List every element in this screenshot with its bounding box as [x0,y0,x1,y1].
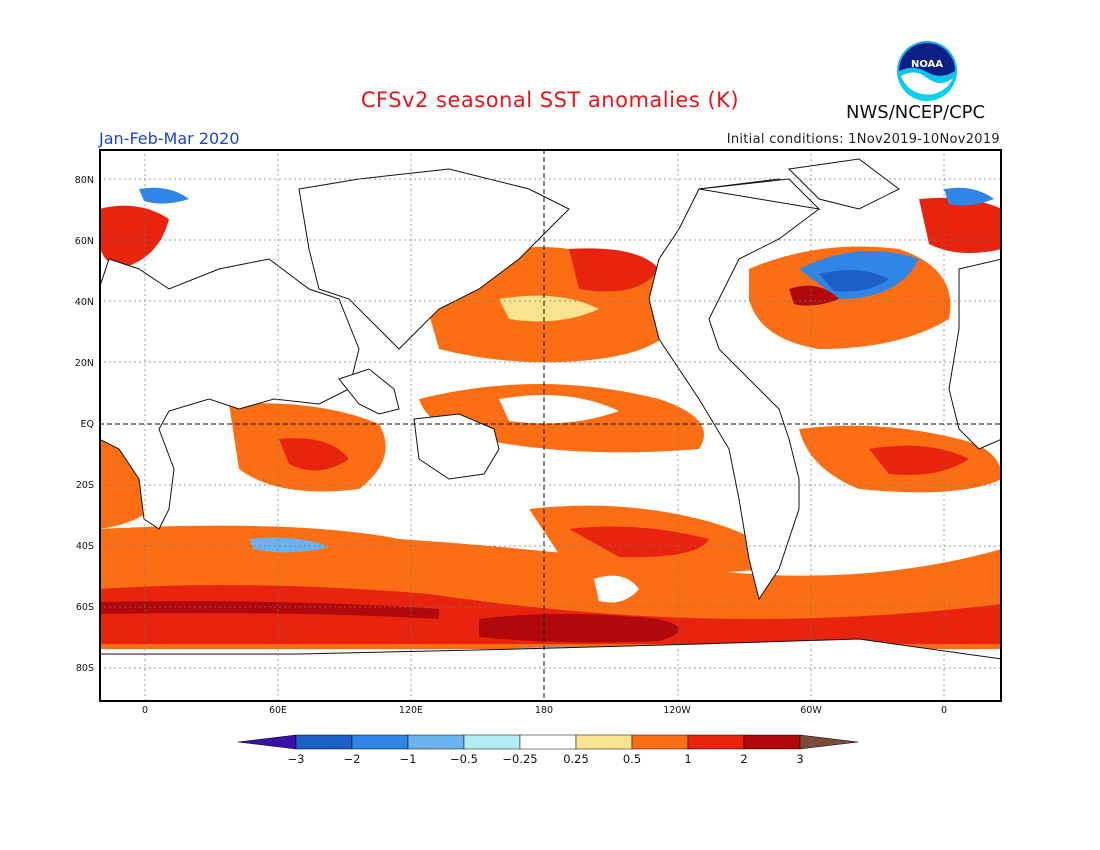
sst-anomaly-map [99,149,1002,702]
colorbar-swatch [351,734,409,750]
lat-label: 60N [74,236,94,247]
colorbar-swatch [631,734,689,750]
lat-label: 40S [75,541,94,552]
colorbar-tick-label: −3 [287,752,305,766]
lat-label: 20S [75,480,94,491]
colorbar-tick-label: −0.5 [450,752,478,766]
initial-conditions: Initial conditions: 1Nov2019-10Nov2019 [726,132,1000,147]
lon-label: 120E [398,705,424,716]
lon-label: 60E [268,705,288,716]
lat-label: 20N [74,358,94,369]
lon-label: 0 [141,705,149,716]
colorbar-tick-label: 1 [684,752,692,766]
colorbar-swatch [295,734,353,750]
lon-label: 0 [940,705,948,716]
colorbar-tick-label: 0.25 [563,752,589,766]
noaa-logo-text: NOAA [911,59,943,70]
colorbar-tick-label: −0.25 [502,752,538,766]
lon-label: 60W [800,705,822,716]
colorbar-tick-label: 2 [740,752,748,766]
colorbar-tick-label: 0.5 [622,752,642,766]
colorbar-swatch [799,734,859,750]
colorbar-swatch [743,734,801,750]
colorbar-swatch [687,734,745,750]
graticule [99,149,1002,702]
lat-label: 80S [75,663,94,674]
lat-label: 40N [74,297,94,308]
equator-dateline [99,149,1002,702]
map-title: CFSv2 seasonal SST anomalies (K) [360,88,740,112]
colorbar-tick-label: −2 [343,752,361,766]
colorbar-swatch [575,734,633,750]
lat-label: 60S [75,602,94,613]
colorbar-swatch [463,734,521,750]
colorbar-tick-label: −1 [399,752,417,766]
forecast-period: Jan-Feb-Mar 2020 [99,129,240,148]
lat-label: EQ [80,419,94,430]
map-frame [99,149,1002,702]
lat-label: 80N [74,175,94,186]
agency-label: NWS/NCEP/CPC [846,102,986,123]
colorbar-tick-label: 3 [796,752,804,766]
colorbar-swatch [519,734,577,750]
colorbar-swatch [238,734,297,750]
land-masses [99,158,1002,702]
lon-label: 120W [663,705,691,716]
noaa-logo: NOAA [897,41,957,101]
colorbar [238,734,859,750]
colorbar-swatch [407,734,465,750]
lon-label: 180 [534,705,554,716]
